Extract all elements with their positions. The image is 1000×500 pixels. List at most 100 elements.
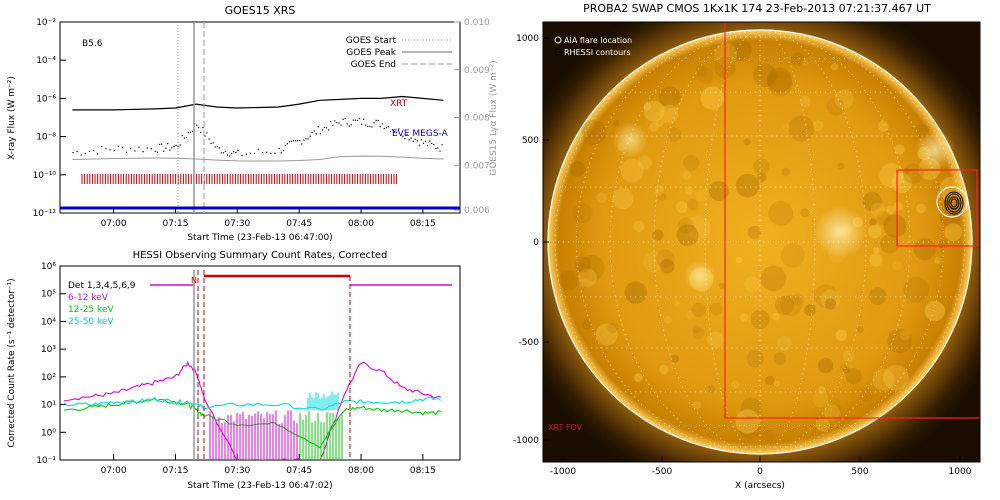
sun-texture-blob	[671, 89, 683, 101]
eve-point	[159, 143, 161, 146]
hessi-x-tick-label: 07:15	[162, 466, 188, 476]
grid-longitude	[759, 29, 944, 455]
sun-texture-blob	[783, 123, 791, 131]
swap-y-tick-label: 1000	[516, 34, 539, 44]
sun-texture-blob	[559, 270, 580, 291]
goes-left-tick-label: 10⁻²	[36, 18, 56, 28]
sun-texture-blob	[834, 405, 841, 412]
goes-left-tick-label: 10⁻¹⁰	[33, 171, 57, 181]
swap-panel: PROBA2 SWAP CMOS 1Kx1K 174 23-Feb-2013 0…	[513, 2, 981, 491]
eve-point	[117, 145, 119, 147]
hessi-x-tick-label: 08:15	[410, 466, 436, 476]
hessi-legend-12-25: 12-25 keV	[68, 305, 114, 315]
sun-texture-blob	[768, 201, 794, 226]
eve-point	[299, 140, 301, 142]
eve-point	[303, 139, 305, 141]
hessi-x-tick-label: 08:00	[348, 466, 374, 476]
sun-texture-blob	[773, 380, 780, 387]
eve-point	[317, 126, 319, 128]
eve-point	[93, 149, 95, 152]
sun-texture-blob	[633, 220, 645, 232]
eve-point	[163, 150, 165, 152]
eve-point	[282, 150, 284, 152]
hessi-frame	[59, 265, 461, 461]
swap-y-tick-label: -500	[519, 338, 540, 348]
eve-point	[315, 133, 317, 135]
goes-x-tick-label: 07:45	[286, 219, 312, 229]
xrt-fov-box	[724, 22, 980, 419]
sun-texture-blob	[776, 336, 792, 351]
swap-y-tick-label: 500	[522, 136, 539, 146]
goes-left-axis: 10⁻² 10⁻⁴ 10⁻⁶ 10⁻⁸ 10⁻¹⁰ 10⁻¹²	[33, 18, 66, 219]
eve-point	[146, 147, 148, 149]
sun-texture-blob	[903, 163, 924, 184]
eve-point	[257, 149, 260, 151]
eve-point	[435, 147, 437, 149]
sun-texture-blob	[870, 202, 886, 217]
eve-point	[439, 150, 441, 152]
eve-point	[328, 129, 330, 131]
sun-texture-blob	[879, 234, 900, 254]
eve-point	[307, 138, 309, 140]
hessi-x-axis: 07:00 07:15 07:30 07:45 08:00 08:15	[101, 454, 436, 476]
eve-point	[179, 144, 181, 146]
eve-point	[293, 140, 295, 142]
eve-point	[305, 138, 307, 140]
eve-point	[241, 154, 243, 157]
hessi-x-tick-label: 07:00	[101, 466, 127, 476]
eve-point	[278, 147, 280, 150]
eve-point	[214, 146, 216, 148]
sun-texture-blob	[767, 71, 793, 97]
goes-x-tick-label: 07:00	[101, 219, 127, 229]
swap-xlabel: X (arcsecs)	[735, 481, 785, 491]
sun-texture-blob	[620, 158, 644, 183]
sun-texture-blob	[677, 217, 694, 234]
swap-y-tick-label: 0	[533, 238, 539, 248]
eve-point	[288, 141, 291, 143]
eve-point	[319, 133, 321, 135]
eve-point	[429, 140, 431, 142]
sun-texture	[559, 38, 964, 442]
lya-series-line	[72, 155, 444, 162]
hessi-legend-6-12: 6-12 keV	[68, 293, 109, 303]
eve-point	[224, 150, 227, 152]
eve-point	[332, 124, 334, 126]
sun-disk	[548, 30, 972, 454]
eve-point	[297, 140, 299, 142]
sun-texture-blob	[843, 350, 855, 362]
eve-point	[375, 119, 377, 121]
sun-texture-blob	[607, 322, 618, 334]
sun-texture-blob	[643, 102, 652, 111]
goes-x-tick-label: 07:15	[162, 219, 188, 229]
sun-texture-blob	[649, 122, 660, 132]
swap-x-tick-label: -500	[652, 467, 673, 477]
eve-point	[323, 126, 326, 128]
sun-texture-blob	[799, 95, 811, 107]
eve-point	[379, 126, 381, 128]
sun-texture-blob	[894, 144, 905, 155]
sun-texture-blob	[743, 138, 751, 146]
eve-point	[72, 152, 74, 154]
eve-point	[381, 123, 383, 125]
eve-point	[284, 144, 286, 146]
goes-xlabel: Start Time (23-Feb-13 06:47:00)	[187, 233, 332, 243]
sun-texture-blob	[671, 354, 680, 363]
eve-point	[348, 125, 350, 127]
swap-x-tick-label: -1000	[550, 467, 576, 477]
sun-texture-blob	[664, 315, 672, 324]
eve-point	[113, 149, 115, 152]
eve-point	[340, 124, 342, 126]
eve-point	[167, 143, 169, 145]
eve-point	[354, 119, 356, 121]
hessi-panel: HESSI Observing Summary Count Rates, Cor…	[7, 250, 461, 491]
swap-y-axis: 1000 500 0 -500 -1000	[513, 34, 549, 446]
eve-point	[253, 152, 255, 154]
eve-point	[408, 139, 410, 141]
sun-texture-blob	[695, 64, 708, 77]
sun-texture-blob	[788, 115, 815, 142]
sun-texture-blob	[817, 386, 826, 394]
sun-texture-blob	[790, 52, 805, 66]
sun-texture-blob	[830, 63, 839, 71]
goes-x-tick-label: 08:15	[410, 219, 436, 229]
sun-texture-blob	[740, 397, 762, 419]
